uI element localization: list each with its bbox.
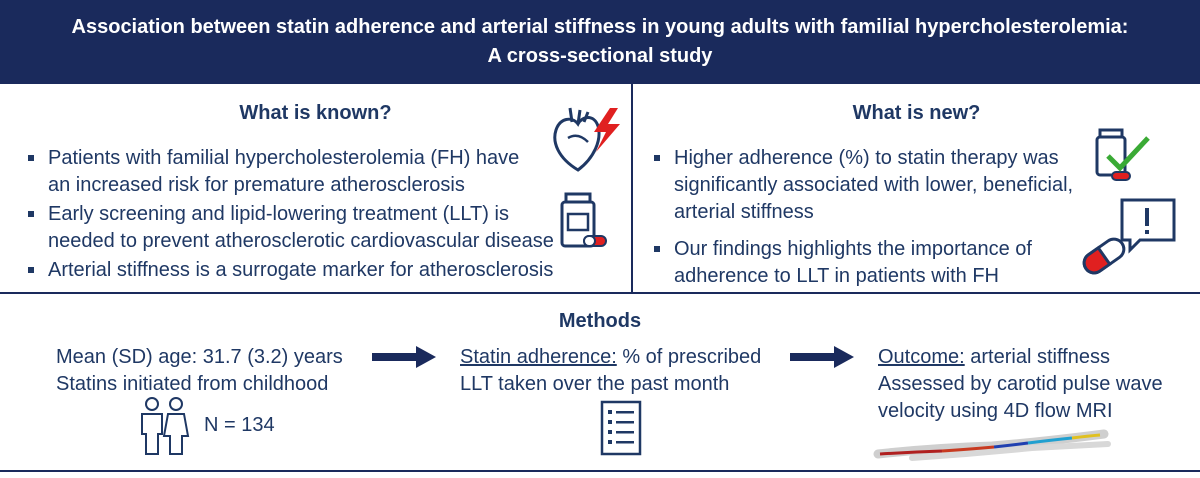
artery-flow-icon: [873, 429, 1111, 461]
new-item: Our findings highlights the importance o…: [652, 236, 1092, 290]
outcome-block: Outcome: arterial stiffness Assessed by …: [878, 346, 1163, 422]
new-item: Higher adherence (%) to statin therapy w…: [652, 145, 1092, 226]
heart-lightning-icon: [553, 107, 620, 172]
bottom-rule: [0, 470, 1200, 472]
people-icon: [141, 397, 190, 455]
new-heading: What is new?: [852, 102, 981, 124]
arrow-right-icon: [790, 346, 854, 368]
methods-divider: [0, 292, 1200, 294]
pill-alert-icon: [1082, 198, 1176, 275]
title-banner: Association between statin adherence and…: [0, 0, 1200, 84]
title-line-2: A cross-sectional study: [487, 45, 713, 67]
known-item: Arterial stiffness is a surrogate marker…: [26, 257, 586, 284]
known-item: Patients with familial hypercholesterole…: [26, 145, 586, 199]
sample-size: N = 134: [204, 414, 275, 436]
known-heading: What is known?: [239, 102, 392, 124]
checklist-icon: [600, 400, 642, 456]
known-list: Patients with familial hypercholesterole…: [26, 145, 586, 286]
arrow-right-icon: [372, 346, 436, 368]
known-item: Early screening and lipid-lowering treat…: [26, 201, 586, 255]
pill-bottle-check-icon: [1095, 128, 1150, 181]
title-line-1: Association between statin adherence and…: [71, 16, 1129, 38]
new-list: Higher adherence (%) to statin therapy w…: [652, 145, 1092, 292]
pill-bottle-icon: [560, 192, 607, 248]
adherence-block: Statin adherence: % of prescribed LLT ta…: [460, 346, 762, 395]
population-block: Mean (SD) age: 31.7 (3.2) years Statins …: [56, 346, 343, 395]
methods-heading: Methods: [558, 310, 642, 332]
panel-divider: [631, 84, 633, 292]
